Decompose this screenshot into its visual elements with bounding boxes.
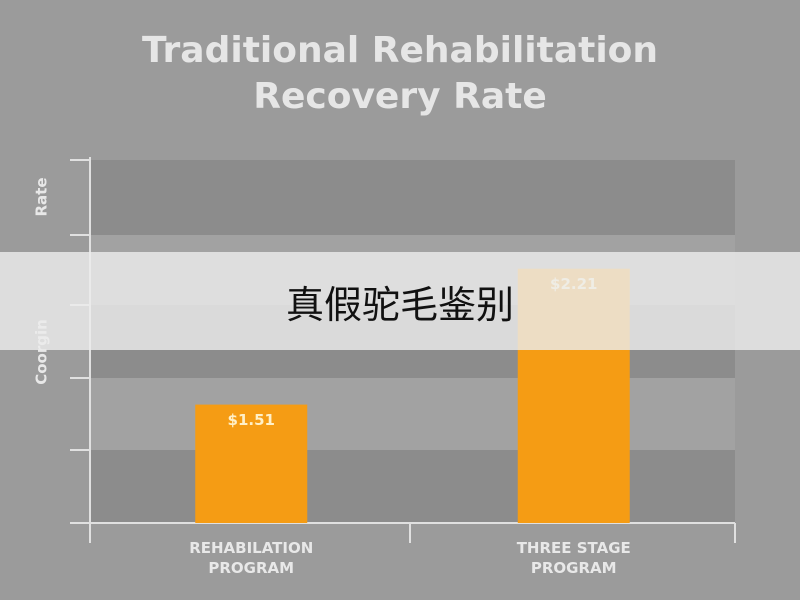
band	[90, 450, 735, 523]
value-label: $1.51	[228, 411, 275, 429]
y-label: Rate	[33, 177, 51, 216]
watermark-banner: 真假驼毛鉴别	[0, 252, 800, 350]
chart-title: Traditional Rehabilitation Recovery Rate	[141, 30, 659, 117]
bar	[195, 404, 308, 523]
band	[90, 160, 735, 235]
band	[90, 378, 735, 450]
x-tick-label: THREE STAGE PROGRAM	[516, 539, 631, 577]
x-tick-label: REHABILATION PROGRAM	[189, 539, 314, 577]
